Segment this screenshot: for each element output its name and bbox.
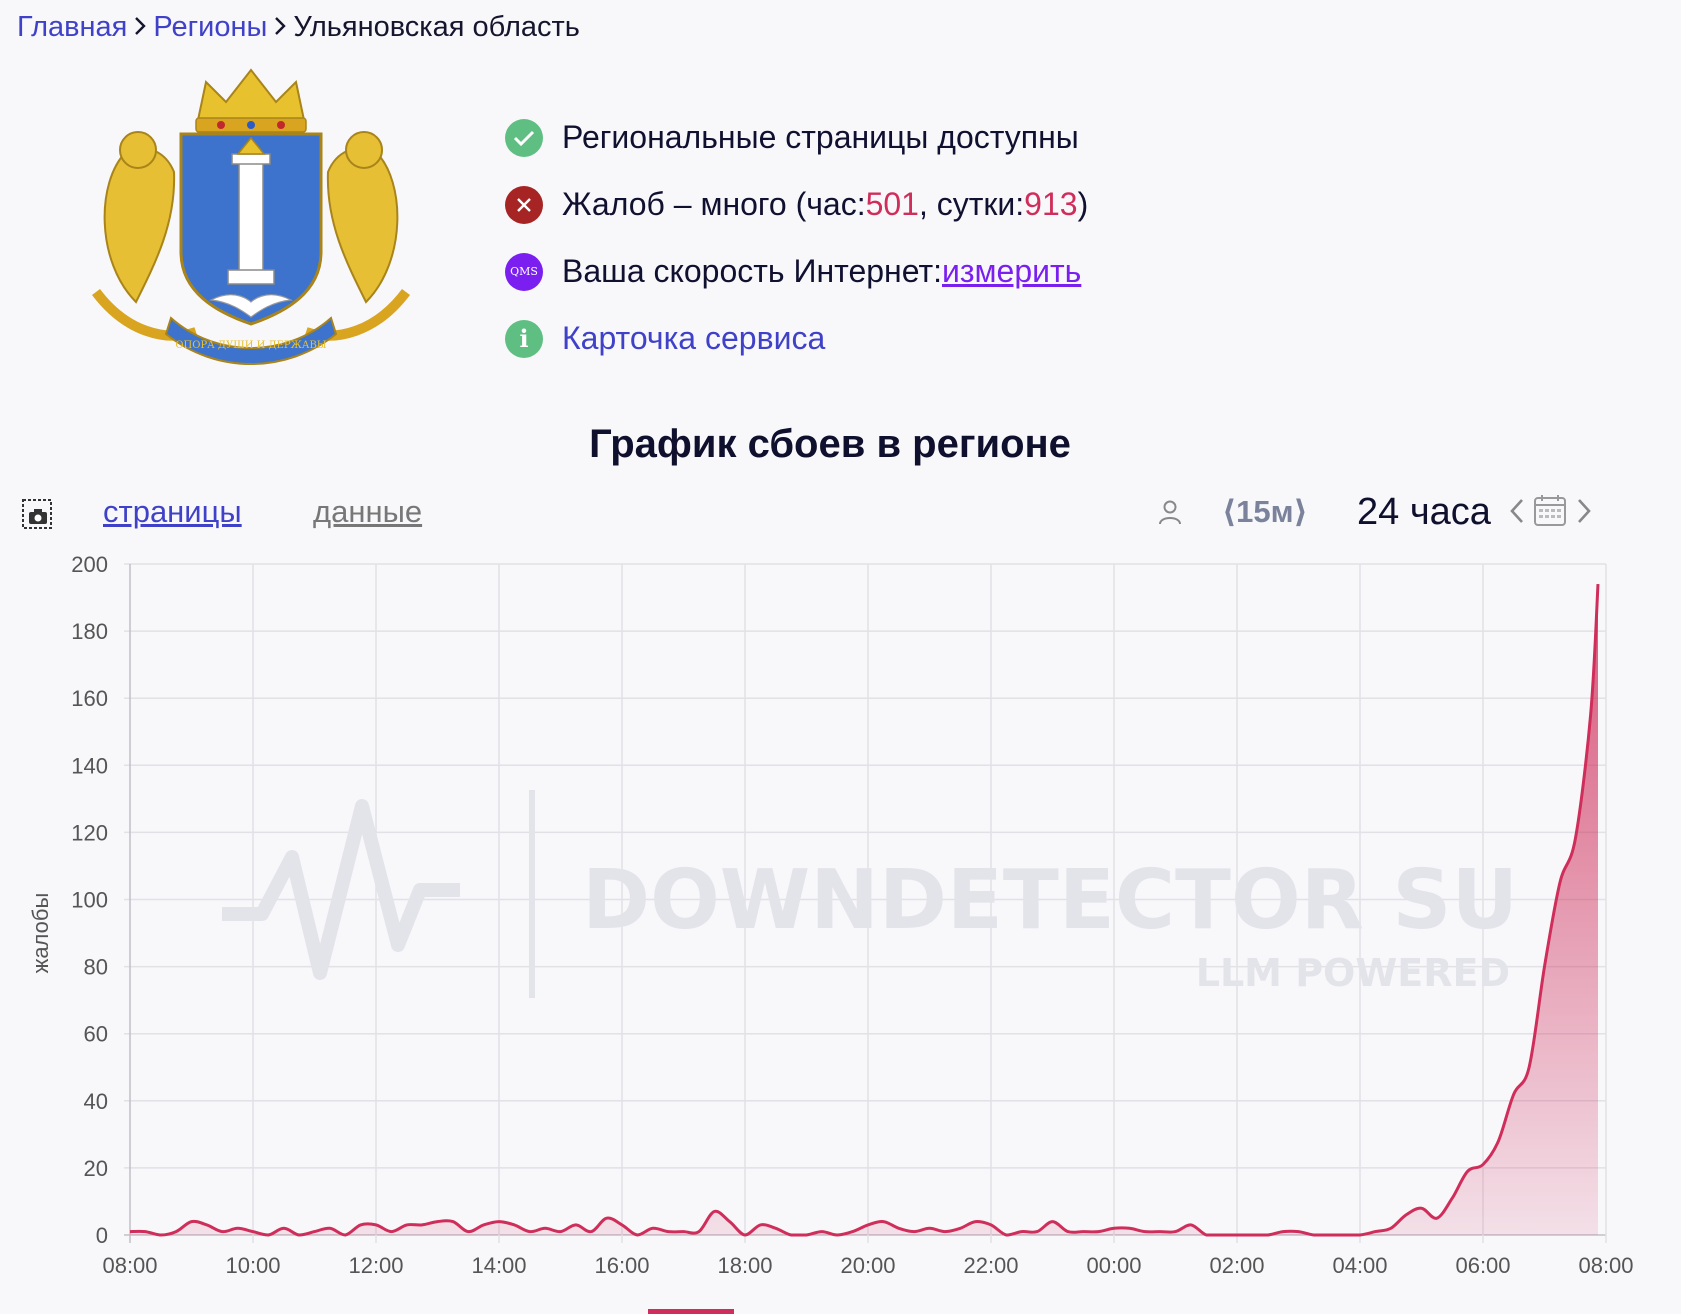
complaints-prefix: Жалоб – много (час:: [562, 186, 866, 222]
status-internet-speed: QMS Ваша скорость Интернет: измерить: [505, 238, 1088, 305]
x-tick-label: 02:00: [1209, 1253, 1264, 1278]
time-range-label: 24 часа: [1357, 491, 1491, 533]
service-card-link[interactable]: Карточка сервиса: [562, 320, 826, 356]
y-tick-label: 60: [84, 1022, 108, 1047]
x-circle-icon: [505, 185, 543, 224]
y-tick-label: 200: [71, 552, 108, 577]
x-tick-label: 08:00: [102, 1253, 157, 1278]
status-pages-text: Региональные страницы доступны: [562, 119, 1079, 155]
complaints-suffix: ): [1077, 186, 1089, 222]
user-icon[interactable]: [1157, 498, 1183, 534]
breadcrumb-current: Ульяновская область: [293, 11, 580, 43]
outage-chart: DOWNDETECTOR SU LLM POWERED 0 20 40 60 80 100…: [0, 540, 1681, 1305]
y-tick-label: 20: [84, 1156, 108, 1181]
active-indicator-bar: [648, 1309, 734, 1314]
x-tick-label: 00:00: [1086, 1253, 1141, 1278]
y-tick-label: 140: [71, 753, 108, 778]
y-tick-label: 180: [71, 619, 108, 644]
status-complaints: Жалоб – много (час: 501, сутки: 913): [505, 171, 1088, 238]
complaints-mid: , сутки:: [918, 186, 1025, 222]
watermark-pulse-icon: [222, 799, 460, 980]
status-list: Региональные страницы доступны Жалоб – м…: [505, 104, 1088, 372]
x-tick-label: 14:00: [471, 1253, 526, 1278]
watermark-brand: DOWNDETECTOR SU: [582, 853, 1518, 948]
breadcrumb: Главная Регионы Ульяновская область: [17, 10, 580, 45]
check-circle-icon: [505, 118, 543, 157]
outage-chart-svg: DOWNDETECTOR SU LLM POWERED 0 20 40 60 80 100…: [28, 552, 1634, 1278]
status-pages-available: Региональные страницы доступны: [505, 104, 1088, 171]
x-tick-label: 06:00: [1455, 1253, 1510, 1278]
region-coat-of-arms: ОПОРА ДУШИ И ДЕРЖАВЫ: [86, 62, 416, 370]
screenshot-camera-icon[interactable]: [21, 498, 53, 538]
watermark-sub: LLM POWERED: [1196, 951, 1510, 995]
chevron-right-icon: [133, 11, 147, 45]
tab-pages[interactable]: страницы: [103, 494, 242, 529]
status-service-card[interactable]: i Карточка сервиса: [505, 305, 1088, 372]
watermark: DOWNDETECTOR SU LLM POWERED: [222, 790, 1518, 998]
chart-toolbar: страницы данные ⟨15м⟩ 24 часа: [0, 488, 1681, 538]
y-tick-label: 100: [71, 888, 108, 913]
crest-motto: ОПОРА ДУШИ И ДЕРЖАВЫ: [175, 340, 326, 351]
x-tick-label: 22:00: [963, 1253, 1018, 1278]
info-circle-icon: i: [505, 319, 543, 358]
chevron-left-icon[interactable]: [1508, 496, 1526, 534]
y-tick-label: 120: [71, 820, 108, 845]
x-tick-label: 04:00: [1332, 1253, 1387, 1278]
y-tick-label: 40: [84, 1089, 108, 1114]
y-axis-ticks: 0 20 40 60 80 100 120 140 160 180 200: [71, 552, 108, 1248]
x-tick-label: 12:00: [348, 1253, 403, 1278]
qms-icon: QMS: [505, 252, 543, 291]
x-tick-label: 20:00: [840, 1253, 895, 1278]
chart-title: График сбоев в регионе: [589, 422, 1071, 466]
complaints-hour-count: 501: [865, 186, 919, 222]
interval-selector[interactable]: ⟨15м⟩: [1222, 494, 1308, 529]
y-tick-label: 80: [84, 955, 108, 980]
chevron-right-icon[interactable]: [1575, 496, 1593, 534]
x-tick-label: 08:00: [1578, 1253, 1633, 1278]
x-axis-ticks: 08:00 10:00 12:00 14:00 16:00 18:00 20:00 22:00…: [102, 1253, 1633, 1278]
x-tick-label: 10:00: [225, 1253, 280, 1278]
x-tick-label: 18:00: [717, 1253, 772, 1278]
chevron-right-icon: [273, 11, 287, 45]
y-axis-label: жалобы: [28, 893, 53, 974]
complaints-line: [129, 584, 1600, 1237]
speed-prefix: Ваша скорость Интернет:: [562, 253, 942, 289]
tab-data[interactable]: данные: [313, 494, 423, 529]
breadcrumb-home-link[interactable]: Главная: [17, 11, 128, 43]
calendar-icon[interactable]: [1533, 493, 1567, 535]
x-tick-label: 16:00: [594, 1253, 649, 1278]
y-tick-label: 0: [96, 1223, 108, 1248]
measure-speed-link[interactable]: измерить: [941, 253, 1082, 289]
complaints-day-count: 913: [1024, 186, 1078, 222]
breadcrumb-regions-link[interactable]: Регионы: [153, 11, 268, 43]
y-tick-label: 160: [71, 686, 108, 711]
